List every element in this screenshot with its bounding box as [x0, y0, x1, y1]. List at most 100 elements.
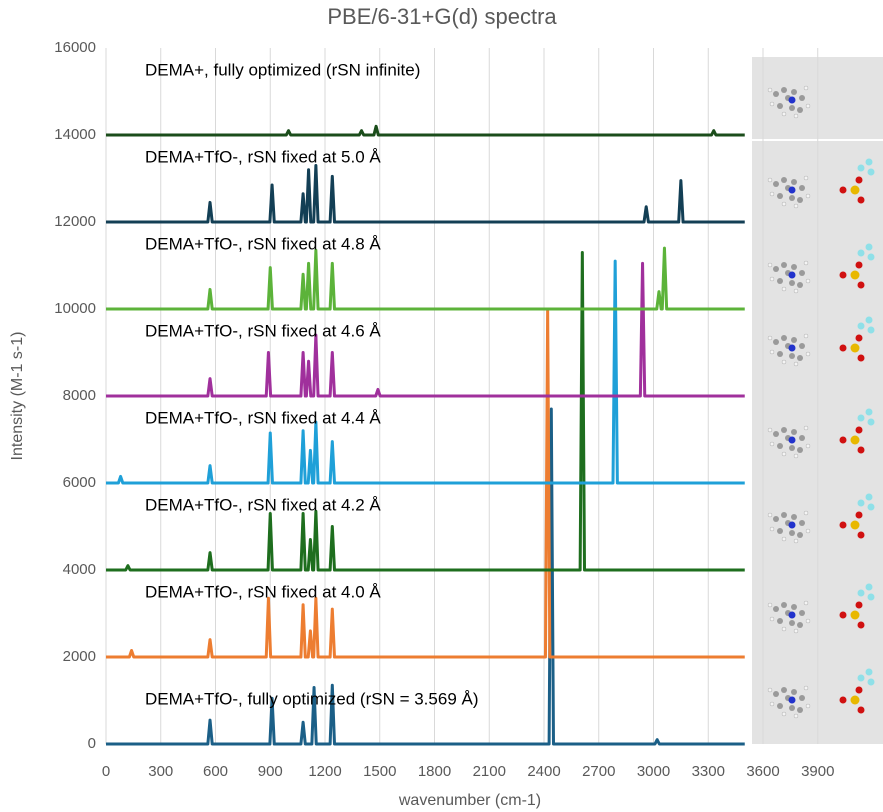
- atom: [789, 353, 795, 359]
- atom: [799, 695, 805, 701]
- atom: [858, 500, 865, 507]
- atom: [789, 105, 795, 111]
- atom: [799, 520, 805, 526]
- atom: [789, 272, 796, 279]
- atom: [799, 343, 805, 349]
- atom: [773, 91, 779, 97]
- atom: [840, 345, 847, 352]
- x-tick-label: 300: [148, 763, 173, 780]
- x-tick-label: 3600: [746, 763, 779, 780]
- spectrum-line: [106, 248, 745, 309]
- atom: [770, 442, 774, 446]
- atom: [789, 522, 796, 529]
- atom: [868, 327, 875, 334]
- atom: [781, 87, 787, 93]
- atom: [799, 185, 805, 191]
- atom: [804, 86, 808, 90]
- atom: [840, 437, 847, 444]
- chart: PBE/6-31+G(d) spectra wavenumber (cm-1) …: [0, 0, 883, 812]
- atom: [840, 187, 847, 194]
- atom: [858, 282, 865, 289]
- atom: [804, 176, 808, 180]
- x-tick-label: 0: [102, 763, 110, 780]
- atom: [794, 714, 798, 718]
- atom: [866, 494, 873, 501]
- atom: [782, 112, 786, 116]
- atom: [794, 204, 798, 208]
- atom: [804, 601, 808, 605]
- atom: [851, 186, 860, 195]
- x-tick-label: 2400: [527, 763, 560, 780]
- x-tick-label: 1800: [418, 763, 451, 780]
- atom: [768, 88, 772, 92]
- atom: [768, 263, 772, 267]
- atom: [797, 282, 803, 288]
- atom: [777, 528, 783, 534]
- atom: [773, 691, 779, 697]
- atom: [799, 610, 805, 616]
- atom: [770, 617, 774, 621]
- atom: [851, 611, 860, 620]
- atom: [866, 317, 873, 324]
- atom: [794, 114, 798, 118]
- atom: [773, 516, 779, 522]
- atom: [789, 187, 796, 194]
- atom: [768, 688, 772, 692]
- x-tick-label: 600: [203, 763, 228, 780]
- y-axis-label: Intensity (M-1 s-1): [9, 332, 26, 461]
- atom: [799, 95, 805, 101]
- x-tick-label: 3000: [637, 763, 670, 780]
- atom: [858, 250, 865, 257]
- spectrum-line: [106, 261, 745, 483]
- atom: [773, 339, 779, 345]
- atom: [791, 604, 797, 610]
- atom: [856, 512, 863, 519]
- y-tick-label: 0: [88, 735, 96, 752]
- atom: [770, 277, 774, 281]
- atom: [789, 195, 795, 201]
- atom: [797, 622, 803, 628]
- atom: [781, 512, 787, 518]
- atom: [789, 620, 795, 626]
- atom: [781, 427, 787, 433]
- atom: [768, 336, 772, 340]
- spectrum-line: [106, 165, 745, 222]
- y-tick-label: 2000: [63, 648, 96, 665]
- atom: [866, 244, 873, 251]
- atom: [856, 687, 863, 694]
- series-label: DEMA+TfO-, rSN fixed at 4.6 Å: [145, 321, 381, 340]
- atom: [858, 622, 865, 629]
- atom: [789, 437, 796, 444]
- atom: [791, 514, 797, 520]
- atom: [782, 452, 786, 456]
- atom: [806, 279, 810, 283]
- atom: [768, 513, 772, 517]
- x-axis-label: wavenumber (cm-1): [398, 792, 541, 809]
- atom: [777, 103, 783, 109]
- atom: [789, 97, 796, 104]
- atom: [781, 602, 787, 608]
- atom: [773, 181, 779, 187]
- series-label: DEMA+TfO-, fully optimized (rSN = 3.569 …: [145, 689, 479, 708]
- atom: [799, 270, 805, 276]
- atom: [866, 409, 873, 416]
- atom: [781, 177, 787, 183]
- atom: [781, 687, 787, 693]
- atom: [797, 355, 803, 361]
- atom: [782, 712, 786, 716]
- atom: [781, 262, 787, 268]
- atom: [851, 696, 860, 705]
- atom: [789, 445, 795, 451]
- atom: [782, 360, 786, 364]
- atom: [777, 618, 783, 624]
- x-tick-label: 900: [258, 763, 283, 780]
- atom: [797, 107, 803, 113]
- atom: [777, 193, 783, 199]
- atom: [868, 504, 875, 511]
- atom: [806, 444, 810, 448]
- atom: [794, 454, 798, 458]
- atom: [806, 352, 810, 356]
- x-tick-label: 3900: [801, 763, 834, 780]
- y-tick-label: 4000: [63, 561, 96, 578]
- atom: [858, 590, 865, 597]
